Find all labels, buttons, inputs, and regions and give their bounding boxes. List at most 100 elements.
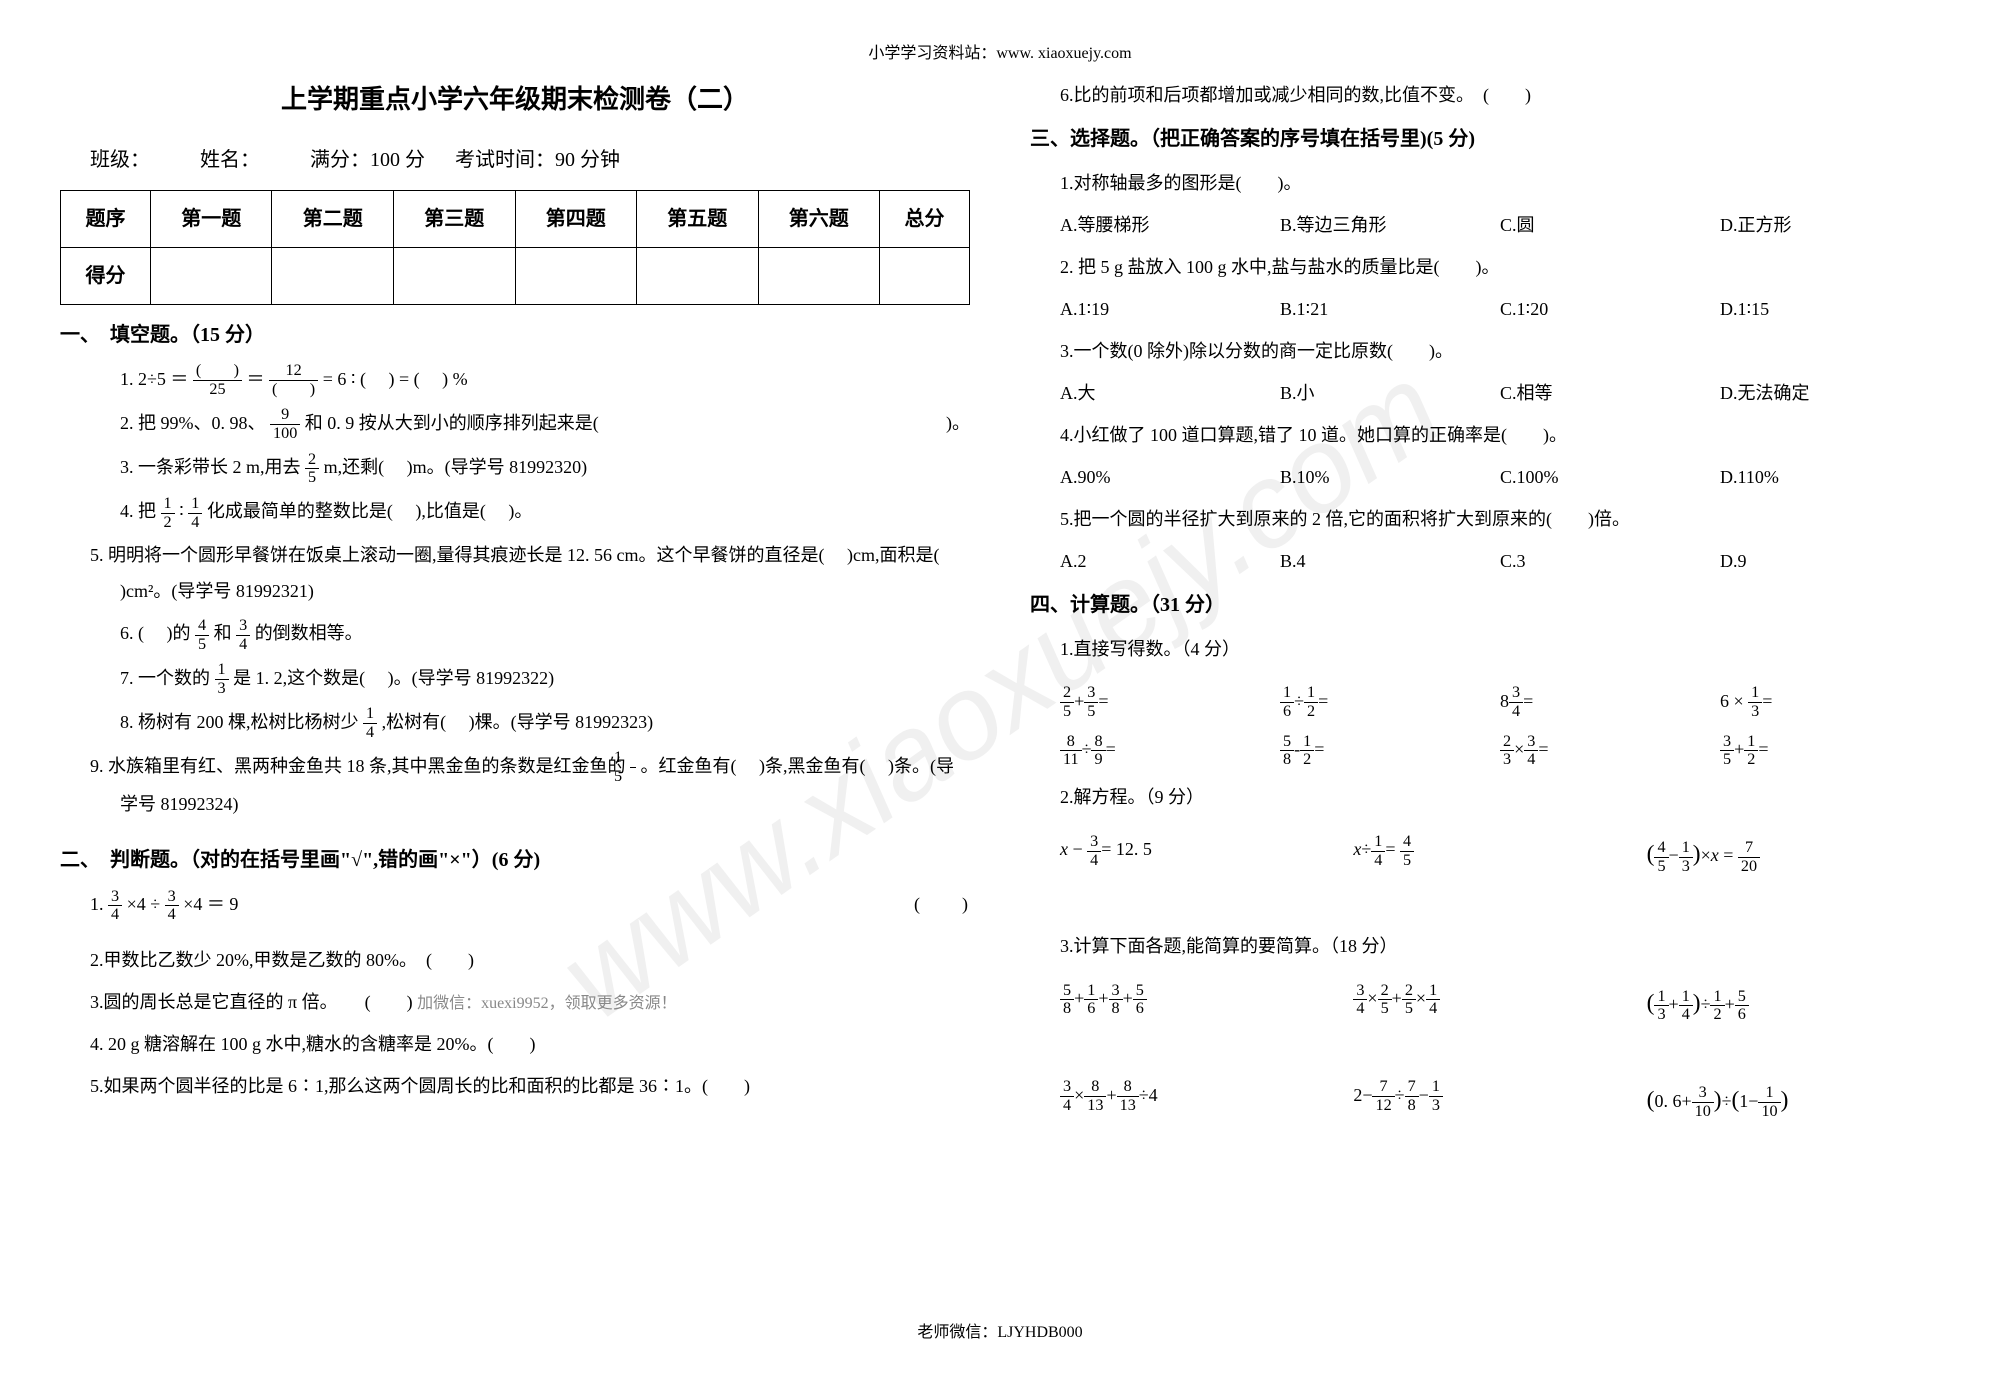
calc-item: 811÷89= xyxy=(1060,731,1280,769)
section-4-questions: 1.直接写得数。（4 分） 25+35= 16÷12= 834= 6 × 13=… xyxy=(1030,631,1940,1124)
s2q5: 5.如果两个圆半径的比是 6∶1,那么这两个圆周长的比和面积的比都是 36∶1。… xyxy=(90,1068,970,1104)
calc-row: 811÷89= 58-12= 23×34= 35+12= xyxy=(1060,731,1940,769)
opt: A.大 xyxy=(1060,375,1280,411)
td-blank xyxy=(150,247,272,304)
q5: 5. 明明将一个圆形早餐饼在饭桌上滚动一圈,量得其痕迹长是 12. 56 cm。… xyxy=(90,537,970,609)
s2q3hint: 加微信：xuexi9952，领取更多资源！ xyxy=(417,995,677,1012)
table-row: 题序 第一题 第二题 第三题 第四题 第五题 第六题 总分 xyxy=(61,190,970,247)
fullmark-label: 满分：100 分 xyxy=(310,149,425,171)
opt: D.110% xyxy=(1720,459,1940,495)
s2q3t: 3.圆的周长总是它直径的 π 倍。 ( ) xyxy=(90,992,413,1012)
q4b: 化成最简单的整数比是( ),比值是( )。 xyxy=(207,501,532,521)
calc-item: 6 × 13= xyxy=(1720,683,1940,721)
q2b: 和 0. 9 按从大到小的顺序排列起来是( xyxy=(305,413,599,433)
q3a: 3. 一条彩带长 2 m,用去 xyxy=(120,457,301,477)
q4: 4. 把 12 ∶ 14 化成最简单的整数比是( ),比值是( )。 xyxy=(120,493,970,531)
calc-item: 23×34= xyxy=(1500,731,1720,769)
opt: D.9 xyxy=(1720,543,1940,579)
s4p3: 3.计算下面各题,能简算的要简算。（18 分） xyxy=(1060,928,1940,964)
two-column-layout: 上学期重点小学六年级期末检测卷（二） 班级： 姓名： 满分：100 分 考试时间… xyxy=(60,77,1940,1144)
s3q1opts: A.等腰梯形 B.等边三角形 C.圆 D.正方形 xyxy=(1060,207,1940,243)
s3q4opts: A.90% B.10% C.100% D.110% xyxy=(1060,459,1940,495)
opt: A.等腰梯形 xyxy=(1060,207,1280,243)
opt: B.10% xyxy=(1280,459,1500,495)
fraction: 12 xyxy=(161,495,175,532)
section-2-questions: 1. 34 ×4 ÷ 34 ×4 ＝ 9 ( ) 2.甲数比乙数少 20%,甲数… xyxy=(60,886,970,1104)
q1: 1. 2÷5 ＝ ( )25 ＝ 12( ) = 6 ∶ ( ) = ( ) % xyxy=(120,361,970,399)
fraction: 34 xyxy=(108,888,122,925)
s3q5: 5.把一个圆的半径扩大到原来的 2 倍,它的面积将扩大到原来的( )倍。 xyxy=(1060,501,1940,537)
opt: C.3 xyxy=(1500,543,1720,579)
s3q4: 4.小红做了 100 道口算题,错了 10 道。她口算的正确率是( )。 xyxy=(1060,417,1940,453)
s2q4: 4. 20 g 糖溶解在 100 g 水中,糖水的含糖率是 20%。( ) xyxy=(90,1026,970,1062)
fraction: 34 xyxy=(165,888,179,925)
s4p2: 2.解方程。（9 分） xyxy=(1060,779,1940,815)
td-blank xyxy=(880,247,970,304)
fraction: ( )25 xyxy=(193,362,242,399)
q6a: 6. ( )的 xyxy=(120,623,191,643)
q2: 2. 把 99%、0. 98、 9100 和 0. 9 按从大到小的顺序排列起来… xyxy=(120,405,970,443)
th-q3: 第三题 xyxy=(393,190,515,247)
opt: C.圆 xyxy=(1500,207,1720,243)
s3q2: 2. 把 5 g 盐放入 100 g 水中,盐与盐水的质量比是( )。 xyxy=(1060,249,1940,285)
eq-item: x÷14= 45 xyxy=(1353,831,1646,878)
opt: B.4 xyxy=(1280,543,1500,579)
opt: D.无法确定 xyxy=(1720,375,1940,411)
opt: C.100% xyxy=(1500,459,1720,495)
header-url: 小学学习资料站：www. xiaoxuejy.com xyxy=(60,40,1940,69)
section-4-head: 四、计算题。（31 分） xyxy=(1030,587,1940,623)
q6b: 和 xyxy=(214,623,232,643)
q2c: )。 xyxy=(946,405,970,441)
s3q2opts: A.1∶19 B.1∶21 C.1∶20 D.1∶15 xyxy=(1060,291,1940,327)
q8b: ,松树有( )棵。(导学号 81992323) xyxy=(382,712,653,732)
section-2-cont: 6.比的前项和后项都增加或减少相同的数,比值不变。 ( ) xyxy=(1030,77,1940,113)
section-3-head: 三、选择题。（把正确答案的序号填在括号里)(5 分) xyxy=(1030,121,1940,157)
s2q1a: 1. xyxy=(90,894,104,914)
score-table: 题序 第一题 第二题 第三题 第四题 第五题 第六题 总分 得分 xyxy=(60,190,970,305)
opt: B.等边三角形 xyxy=(1280,207,1500,243)
calc-row: 25+35= 16÷12= 834= 6 × 13= xyxy=(1060,683,1940,721)
th-q4: 第四题 xyxy=(515,190,637,247)
td-blank xyxy=(515,247,637,304)
fraction: 14 xyxy=(363,705,377,742)
section-2-head: 二、 判断题。（对的在括号里画"√",错的画"×"）(6 分) xyxy=(60,842,970,878)
q7: 7. 一个数的 13 是 1. 2,这个数是( )。(导学号 81992322) xyxy=(120,660,970,698)
td-blank xyxy=(637,247,759,304)
time-label: 考试时间：90 分钟 xyxy=(455,149,620,171)
class-label: 班级： xyxy=(90,149,150,171)
eq-row: x − 34= 12. 5 x÷14= 45 (45−13)×x = 720 xyxy=(1060,831,1940,878)
opt: B.1∶21 xyxy=(1280,291,1500,327)
calc-row-2: 58+16+38+56 34×25+25×14 (13+14)÷12+56 xyxy=(1060,980,1940,1027)
section-1-head: 一、 填空题。（15 分） xyxy=(60,317,970,353)
s2q6: 6.比的前项和后项都增加或减少相同的数,比值不变。 ( ) xyxy=(1060,77,1940,113)
q2a: 2. 把 99%、0. 98、 xyxy=(120,413,266,433)
page-title: 上学期重点小学六年级期末检测卷（二） xyxy=(60,77,970,124)
fraction: 9100 xyxy=(270,406,300,443)
calc-item: 34×25+25×14 xyxy=(1353,980,1646,1027)
opt: B.小 xyxy=(1280,375,1500,411)
calc-item: 25+35= xyxy=(1060,683,1280,721)
footer: 老师微信：LJYHDB000 xyxy=(0,1319,2000,1348)
calc-item: 2−712÷78−13 xyxy=(1353,1077,1646,1124)
section-3-questions: 1.对称轴最多的图形是( )。 A.等腰梯形 B.等边三角形 C.圆 D.正方形… xyxy=(1030,165,1940,579)
calc-item: (13+14)÷12+56 xyxy=(1647,980,1940,1027)
s2q1b: ×4 ÷ xyxy=(127,894,161,914)
th-q2: 第二题 xyxy=(272,190,394,247)
q1-text-b: = 6 ∶ ( ) = ( ) % xyxy=(323,369,468,389)
opt: C.相等 xyxy=(1500,375,1720,411)
q8: 8. 杨树有 200 棵,松树比杨树少 14 ,松树有( )棵。(导学号 819… xyxy=(120,704,970,742)
s4p1: 1.直接写得数。（4 分） xyxy=(1060,631,1940,667)
th-q5: 第五题 xyxy=(637,190,759,247)
calc-item: 34×813+813÷4 xyxy=(1060,1077,1353,1124)
s2q1c: ×4 ＝ 9 xyxy=(183,894,238,914)
th-seq: 题序 xyxy=(61,190,151,247)
fraction: 15 xyxy=(630,749,636,786)
q7b: 是 1. 2,这个数是( )。(导学号 81992322) xyxy=(233,668,554,688)
q1-text: 1. 2÷5 ＝ xyxy=(120,369,188,389)
s3q3: 3.一个数(0 除外)除以分数的商一定比原数( )。 xyxy=(1060,333,1940,369)
eq-item: (45−13)×x = 720 xyxy=(1647,831,1940,878)
td-blank xyxy=(393,247,515,304)
calc-item: (0. 6+310)÷(1−110) xyxy=(1647,1077,1940,1124)
th-q1: 第一题 xyxy=(150,190,272,247)
opt: A.1∶19 xyxy=(1060,291,1280,327)
